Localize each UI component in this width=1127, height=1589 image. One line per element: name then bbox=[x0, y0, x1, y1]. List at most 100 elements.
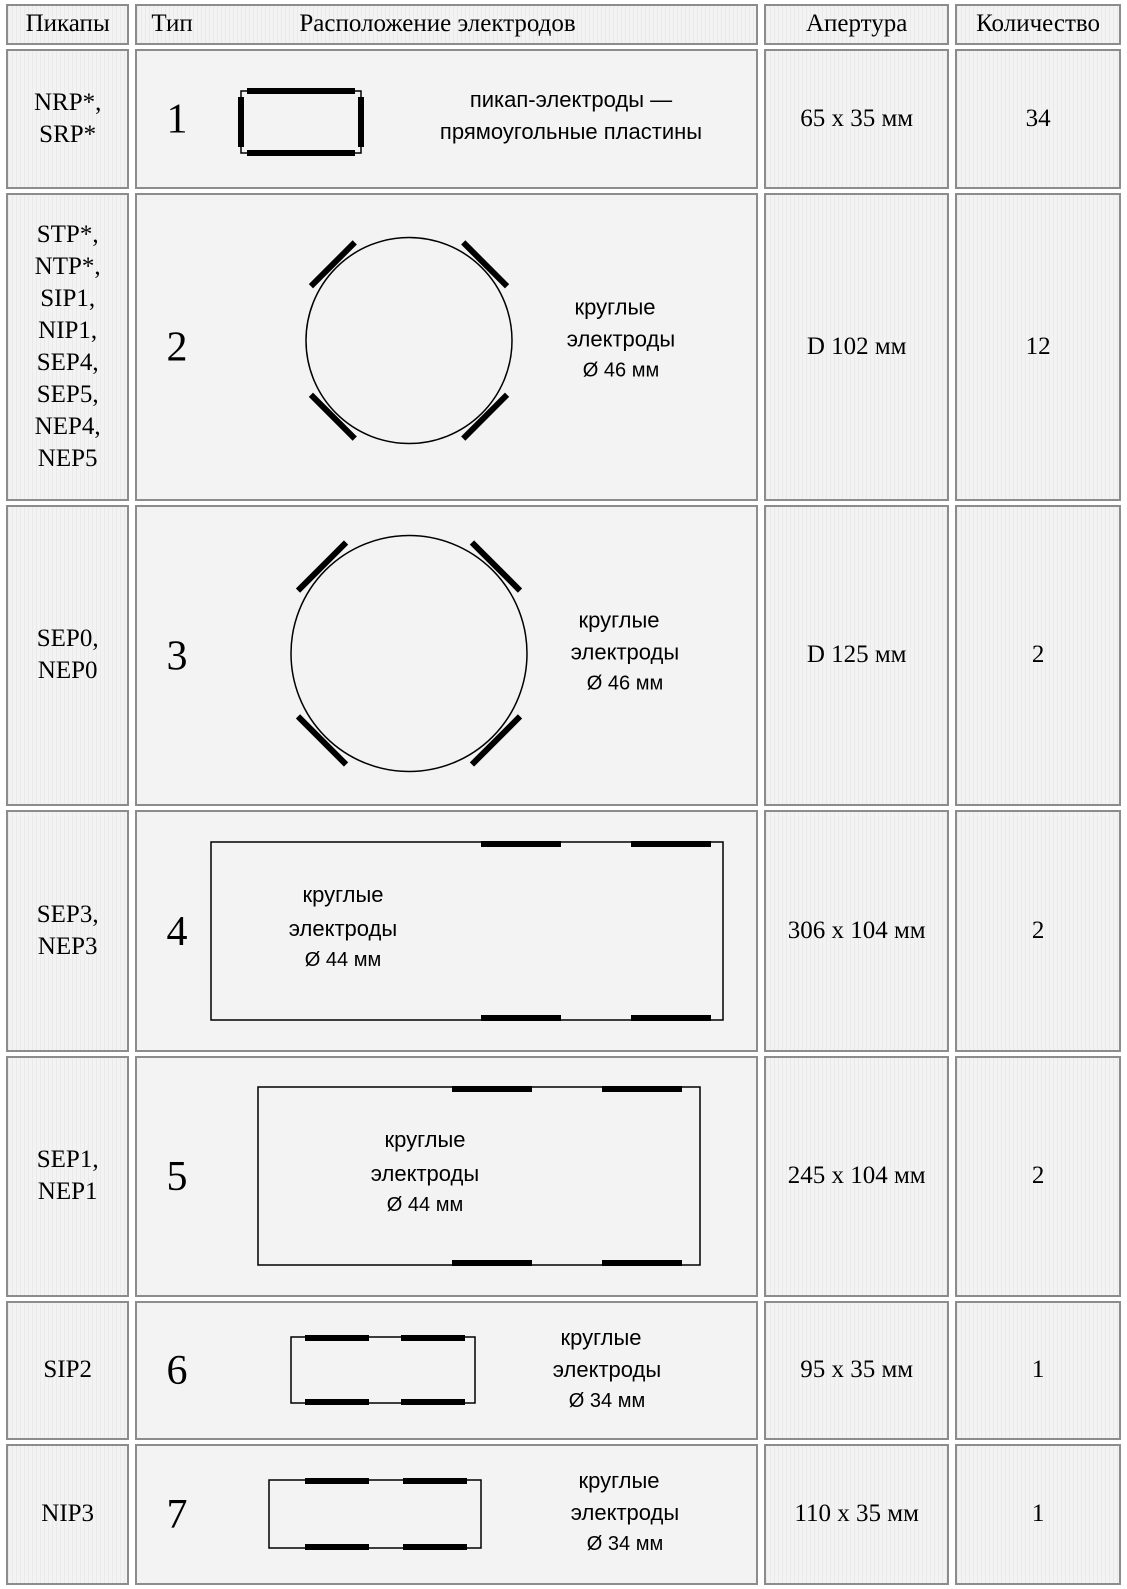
aperture-value: 65 x 35 мм bbox=[764, 48, 950, 189]
pickup-name: NEP4, bbox=[34, 412, 101, 440]
pickup-name: NIP1, bbox=[38, 316, 98, 344]
pickup-names: NIP3 bbox=[6, 1443, 130, 1585]
electrode-label: электроды bbox=[571, 1500, 679, 1525]
electrode-diagram: 6 круглые электроды Ø 34 мм bbox=[166, 1325, 661, 1412]
pickup-name: NEP3 bbox=[37, 932, 98, 960]
pickup-names: STP*, NTP*, SIP1, NIP1, SEP4, SEP5, NEP4, NEP5 bbox=[6, 192, 130, 501]
pickup-name: NRP*, bbox=[33, 88, 102, 116]
type-number: 1 bbox=[166, 97, 187, 143]
electrode-diameter: Ø 34 мм bbox=[587, 1533, 663, 1555]
electrode-label: электроды bbox=[571, 639, 679, 664]
electrode-diameter: Ø 46 мм bbox=[583, 360, 659, 382]
electrode-label: электроды bbox=[371, 1161, 479, 1186]
pickup-name: SEP4, bbox=[36, 348, 99, 376]
electrode-layout-cell: 3 круглые электроды Ø 46 мм bbox=[135, 504, 759, 807]
header-type-layout: Тип Расположение электродов bbox=[135, 4, 759, 45]
pickup-name: STP*, bbox=[36, 220, 99, 248]
electrode-label: круглые bbox=[578, 607, 659, 632]
header-aperture: Апертура bbox=[764, 4, 950, 45]
table-row: SEP0, NEP0 3 круглые электроды Ø 46 мм D 125 м… bbox=[6, 504, 1121, 807]
count-value: 2 bbox=[955, 1055, 1121, 1297]
pickup-name: SEP0, bbox=[36, 625, 99, 653]
electrode-plate bbox=[295, 540, 348, 593]
electrode-label: круглые bbox=[574, 295, 655, 320]
electrode-label: электроды bbox=[289, 916, 397, 941]
electrode-plate bbox=[308, 392, 357, 441]
aperture-value: 245 x 104 мм bbox=[764, 1055, 950, 1297]
pickup-name: SRP* bbox=[39, 120, 97, 148]
electrode-label: пикап-электроды — bbox=[470, 87, 672, 112]
electrode-diagram: 7 круглые электроды Ø 34 мм bbox=[166, 1468, 679, 1555]
aperture-outline bbox=[240, 90, 362, 155]
electrode-layout-cell: 7 круглые электроды Ø 34 мм bbox=[135, 1443, 759, 1585]
electrode-layout-svg: 7 круглые электроды Ø 34 мм bbox=[166, 1468, 679, 1555]
pickup-name: SIP2 bbox=[43, 1356, 92, 1384]
electrode-plate bbox=[469, 714, 522, 767]
electrode-diameter: Ø 44 мм bbox=[305, 949, 381, 971]
pickup-name: SEP5, bbox=[36, 380, 99, 408]
aperture-value: 95 x 35 мм bbox=[764, 1300, 950, 1440]
table-row: NIP3 7 круглые электроды Ø 34 мм 110 x 35 мм 1 bbox=[6, 1443, 1121, 1585]
pickup-name: NIP3 bbox=[41, 1500, 95, 1528]
electrode-diameter: Ø 46 мм bbox=[587, 672, 663, 694]
electrode-layout-cell: 6 круглые электроды Ø 34 мм bbox=[135, 1300, 759, 1440]
electrode-layout-svg: 2 круглые электроды Ø 46 мм bbox=[166, 237, 675, 445]
aperture-outline bbox=[210, 841, 724, 1021]
pickup-name: SEP1, bbox=[36, 1146, 99, 1174]
header-pickups: Пикапы bbox=[6, 4, 130, 45]
aperture-value: 110 x 35 мм bbox=[764, 1443, 950, 1585]
table-row: SEP3, NEP3 4 круглые электроды Ø 44 мм 306 x 1… bbox=[6, 810, 1121, 1052]
pickup-name: SEP3, bbox=[36, 900, 99, 928]
electrode-diameter: Ø 34 мм bbox=[569, 1390, 645, 1412]
pickup-name: NEP1 bbox=[37, 1178, 98, 1206]
pickup-name: NTP*, bbox=[34, 252, 101, 280]
pickup-names: NRP*, SRP* bbox=[6, 48, 130, 189]
table-row: SEP1, NEP1 5 круглые электроды Ø 44 мм 245 x 1… bbox=[6, 1055, 1121, 1297]
electrode-diagram: 4 круглые электроды Ø 44 мм bbox=[166, 840, 724, 1021]
electrode-layout-svg: 4 круглые электроды Ø 44 мм bbox=[166, 840, 724, 1021]
pickup-names: SEP3, NEP3 bbox=[6, 810, 130, 1052]
count-value: 12 bbox=[955, 192, 1121, 501]
count-value: 2 bbox=[955, 810, 1121, 1052]
aperture-circle bbox=[290, 534, 528, 773]
electrode-layout-svg: 1 пикап-электроды — прямоугольные пластины bbox=[166, 87, 702, 157]
header-row: Пикапы Тип Расположение электродов Аперт… bbox=[6, 4, 1121, 45]
electrode-layout-cell: 4 круглые электроды Ø 44 мм bbox=[135, 810, 759, 1052]
count-value: 1 bbox=[955, 1443, 1121, 1585]
table-row: SIP2 6 круглые электроды Ø 34 мм 95 x 35 мм 1 bbox=[6, 1300, 1121, 1440]
type-number: 2 bbox=[166, 325, 187, 371]
pickup-names: SEP0, NEP0 bbox=[6, 504, 130, 807]
header-layout: Расположение электродов bbox=[299, 10, 576, 38]
pickup-name: NEP5 bbox=[37, 444, 98, 472]
type-number: 5 bbox=[166, 1154, 187, 1200]
type-number: 4 bbox=[166, 909, 187, 955]
aperture-value: 306 x 104 мм bbox=[764, 810, 950, 1052]
electrode-plate bbox=[460, 392, 509, 441]
table-row: NRP*, SRP* 1 пикап-электроды — прямоугольные… bbox=[6, 48, 1121, 189]
header-count: Количество bbox=[955, 4, 1121, 45]
electrode-plate bbox=[295, 714, 348, 767]
electrode-diagram: 3 круглые электроды Ø 46 мм bbox=[166, 534, 679, 773]
type-number: 6 bbox=[166, 1348, 187, 1394]
electrode-label: прямоугольные пластины bbox=[440, 119, 702, 144]
electrode-plate bbox=[460, 240, 509, 289]
electrode-layout-cell: 5 круглые электроды Ø 44 мм bbox=[135, 1055, 759, 1297]
electrode-layout-svg: 3 круглые электроды Ø 46 мм bbox=[166, 534, 679, 773]
count-value: 1 bbox=[955, 1300, 1121, 1440]
electrode-label: электроды bbox=[567, 327, 675, 352]
aperture-value: D 102 мм bbox=[764, 192, 950, 501]
electrode-diameter: Ø 44 мм bbox=[387, 1194, 463, 1216]
table-row: STP*, NTP*, SIP1, NIP1, SEP4, SEP5, NEP4, NEP5 2… bbox=[6, 192, 1121, 501]
aperture-outline bbox=[290, 1336, 476, 1405]
electrode-label: круглые bbox=[384, 1127, 465, 1152]
type-number: 7 bbox=[166, 1492, 187, 1538]
electrode-label: электроды bbox=[553, 1357, 661, 1382]
count-value: 2 bbox=[955, 504, 1121, 807]
electrode-layout-cell: 1 пикап-электроды — прямоугольные пластины bbox=[135, 48, 759, 189]
type-number: 3 bbox=[166, 633, 187, 679]
header-type: Тип bbox=[151, 10, 193, 38]
electrode-layout-svg: 6 круглые электроды Ø 34 мм bbox=[166, 1325, 661, 1412]
aperture-outline bbox=[268, 1479, 482, 1550]
electrode-label: круглые bbox=[578, 1468, 659, 1493]
